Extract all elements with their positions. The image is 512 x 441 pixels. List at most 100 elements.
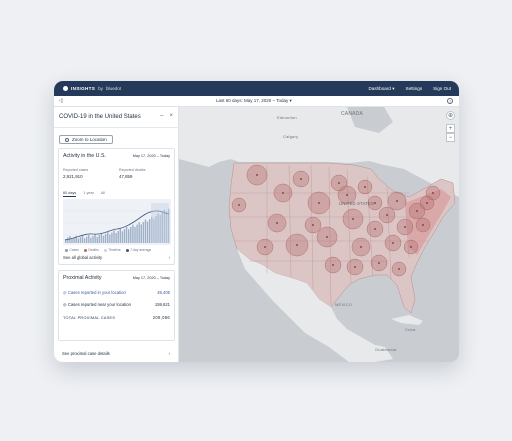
- tab-60-days[interactable]: 60 days: [63, 191, 77, 197]
- case-bar: [138, 222, 140, 243]
- case-bar: [140, 224, 142, 243]
- date-range-selector[interactable]: Last 60 days: May 17, 2020 – Today ▾: [216, 98, 292, 103]
- case-bar: [92, 235, 94, 243]
- zoom-out-button[interactable]: −: [446, 133, 455, 142]
- case-bar: [71, 238, 73, 243]
- case-bar: [115, 233, 117, 243]
- zoom-in-button[interactable]: +: [446, 124, 455, 133]
- map-label-us: UNITED STATES: [339, 201, 375, 206]
- proximal-row-value: 49,405: [157, 290, 170, 295]
- case-circle-center: [360, 246, 362, 248]
- case-circle-center: [386, 214, 388, 216]
- activity-date: May 17, 2020 – Today: [132, 154, 170, 158]
- logo[interactable]: INSIGHTS by bluedot: [63, 86, 121, 91]
- minimize-icon[interactable]: –: [160, 113, 164, 119]
- legend-cases: Cases: [69, 248, 79, 252]
- case-circle-center: [378, 262, 380, 264]
- crosshair-icon: [65, 137, 69, 142]
- case-circle-center: [410, 246, 412, 248]
- sidebar-panel: COVID-19 in the United States – × Zoom t…: [54, 107, 179, 362]
- map-label-guatemala: Guatemala: [375, 347, 397, 352]
- case-bar: [153, 218, 155, 243]
- brand-company: bluedot: [105, 86, 122, 91]
- proximal-total-label: TOTAL PROXIMAL CASES: [63, 315, 116, 320]
- proximal-title: Proximal Activity: [63, 275, 102, 281]
- case-bar: [86, 236, 88, 243]
- activity-chart: [63, 199, 171, 245]
- chart-legend: Cases Deaths Timeline 7-day average: [65, 248, 151, 252]
- case-bar: [104, 233, 107, 243]
- map-view[interactable]: UNITED STATES CANADA Edmonton Calgary MÉ…: [179, 107, 459, 362]
- nav-sign-out[interactable]: Sign Out: [433, 85, 451, 91]
- case-bar: [134, 226, 136, 243]
- tab-1-year[interactable]: 1 year: [83, 191, 94, 195]
- reported-deaths-value: 47,859: [119, 174, 133, 179]
- case-bar: [73, 237, 75, 243]
- case-circle-center: [398, 268, 400, 270]
- proximal-row-label: Cases reported near your location: [67, 302, 131, 307]
- zoom-to-location-button[interactable]: Zoom to Location: [59, 135, 113, 144]
- nav-settings[interactable]: Settings: [405, 85, 423, 91]
- case-circle-center: [426, 202, 428, 204]
- case-bar: [136, 224, 138, 243]
- see-all-global-activity-link[interactable]: See all global activity ›: [63, 255, 170, 260]
- timeline-highlight[interactable]: [151, 203, 169, 243]
- case-bar: [157, 213, 159, 243]
- case-bar: [144, 219, 147, 243]
- case-circle-center: [404, 226, 406, 228]
- help-icon[interactable]: ?: [447, 98, 453, 104]
- case-bar: [94, 234, 96, 243]
- collapse-sidebar-icon[interactable]: ‹▯: [59, 98, 64, 104]
- panel-title: COVID-19 in the United States: [59, 114, 141, 120]
- nav-dashboard[interactable]: Dashboard ▾: [368, 85, 395, 91]
- case-bar: [102, 235, 105, 243]
- case-bar: [111, 232, 113, 243]
- case-bar: [121, 231, 124, 243]
- chevron-right-icon: ›: [168, 351, 170, 356]
- legend-timeline: Timeline: [108, 248, 121, 252]
- brand-by: by: [98, 86, 103, 91]
- case-circle-center: [354, 266, 356, 268]
- map-label-mexico: MÉXICO: [335, 302, 352, 307]
- cases-legend-icon: [65, 248, 68, 252]
- tab-all[interactable]: All: [100, 191, 106, 195]
- case-circle-center: [374, 202, 376, 204]
- activity-card: Activity in the U.S. May 17, 2020 – Toda…: [58, 148, 175, 265]
- divider: [54, 127, 179, 128]
- map-label-edmonton: Edmonton: [277, 115, 297, 120]
- globe-icon[interactable]: ⊕: [446, 111, 455, 120]
- see-proximal-details-link[interactable]: See proximal case details ›: [62, 351, 170, 356]
- zoom-button-label: Zoom to Location: [72, 136, 107, 142]
- map-label-canada: CANADA: [341, 111, 364, 117]
- case-bars: [65, 208, 170, 243]
- brand-name: INSIGHTS: [71, 86, 96, 91]
- close-icon[interactable]: ×: [169, 113, 173, 119]
- see-all-label: See all global activity: [63, 255, 103, 260]
- proximal-row-label: Cases reported in your location: [67, 290, 126, 295]
- case-bar: [98, 235, 100, 243]
- case-circle-center: [312, 224, 314, 226]
- case-circle-center: [374, 228, 376, 230]
- case-bar: [163, 209, 166, 243]
- logo-icon: [63, 86, 68, 91]
- case-bar: [146, 221, 149, 243]
- map-label-cuba: Cuba: [405, 327, 416, 332]
- proximal-row-near[interactable]: ◎ Cases reported near your location 159,…: [63, 302, 170, 307]
- location-pin-icon: ◎: [63, 290, 68, 295]
- case-circle-center: [296, 244, 298, 246]
- case-circle-center: [238, 204, 240, 206]
- average-legend-icon: [125, 248, 129, 252]
- case-circle-center: [364, 186, 366, 188]
- case-circle-center: [318, 202, 320, 204]
- map-canvas[interactable]: [179, 107, 459, 362]
- case-bar: [167, 208, 170, 243]
- proximal-activity-card: Proximal Activity May 17, 2020 – Today ◎…: [58, 270, 175, 341]
- case-circles[interactable]: [231, 164, 441, 277]
- case-circle-center: [332, 264, 334, 266]
- reported-cases-label: Reported cases: [63, 168, 89, 172]
- case-bar: [107, 232, 109, 243]
- case-circle-center: [432, 192, 434, 194]
- case-bar: [77, 238, 79, 243]
- case-bar: [79, 237, 82, 243]
- proximal-row-location[interactable]: ◎ Cases reported in your location 49,405: [63, 290, 170, 295]
